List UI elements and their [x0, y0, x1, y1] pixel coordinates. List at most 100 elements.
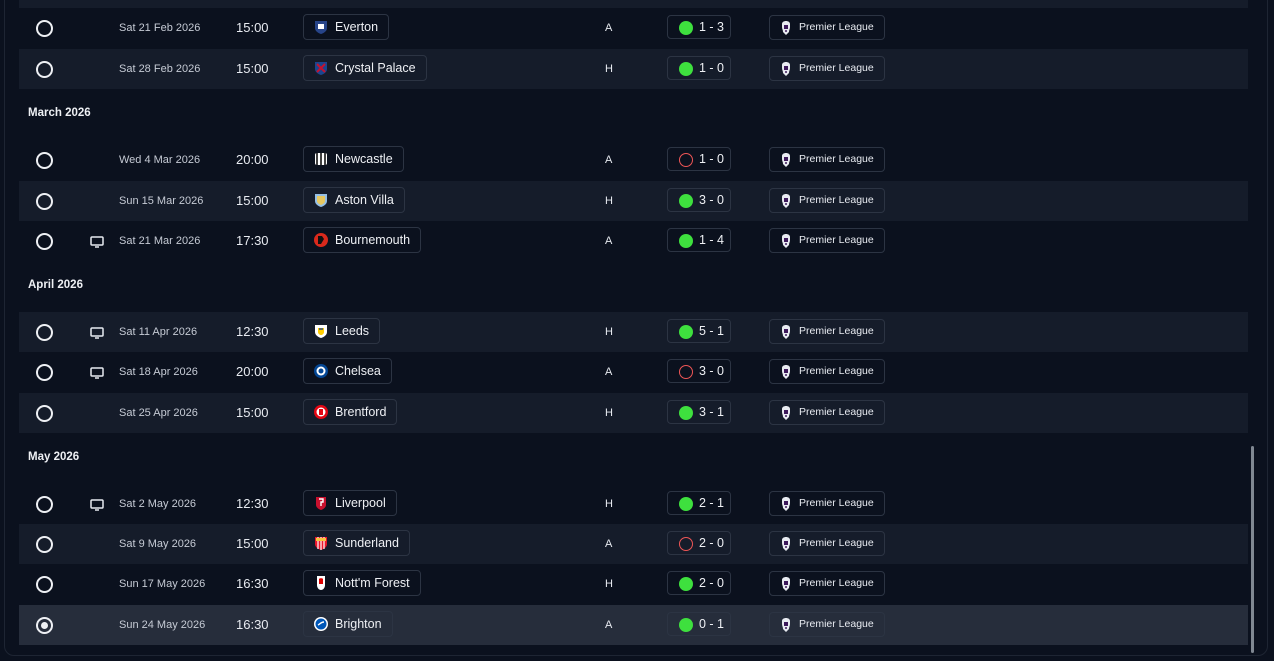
opponent-button[interactable]: Newcastle: [303, 146, 404, 172]
win-indicator-icon: [679, 62, 693, 76]
opponent-name: Bournemouth: [335, 233, 411, 247]
kickoff-time: 15:00: [236, 61, 269, 76]
opponent-button[interactable]: Brighton: [303, 611, 393, 637]
competition-button[interactable]: Premier League: [769, 56, 885, 81]
everton-crest-icon: [313, 19, 329, 35]
opponent-button[interactable]: Everton: [303, 14, 390, 40]
select-radio[interactable]: [36, 61, 53, 78]
fixture-date: Sat 18 Apr 2026: [119, 366, 198, 378]
opponent-button[interactable]: Crystal Palace: [303, 55, 427, 81]
score: 1 - 0: [699, 152, 725, 166]
tv-icon: [90, 235, 104, 248]
newcastle-crest-icon: [313, 151, 329, 167]
competition-button[interactable]: Premier League: [769, 400, 885, 425]
opponent-button[interactable]: Aston Villa: [303, 187, 405, 213]
opponent-button[interactable]: Nott'm Forest: [303, 570, 421, 596]
competition-button[interactable]: Premier League: [769, 491, 885, 516]
kickoff-time: 16:30: [236, 617, 269, 632]
score: 1 - 0: [699, 61, 725, 75]
result-button[interactable]: 2 - 0: [667, 571, 731, 595]
fixture-row[interactable]: Sat 25 Apr 2026 15:00 Brentford H 3 - 1 Premi…: [19, 393, 1248, 433]
fixture-row[interactable]: Sat 21 Feb 2026 15:00 Everton A 1 - 3 Premier…: [19, 8, 1248, 48]
competition-name: Premier League: [799, 21, 874, 33]
select-radio[interactable]: [36, 152, 53, 169]
result-button[interactable]: 0 - 1: [667, 612, 731, 636]
competition-button[interactable]: Premier League: [769, 571, 885, 596]
result-button[interactable]: 1 - 3: [667, 15, 731, 39]
result-button[interactable]: 5 - 1: [667, 319, 731, 343]
result-button[interactable]: 2 - 1: [667, 491, 731, 515]
fixture-date: Sat 9 May 2026: [119, 538, 197, 550]
select-radio[interactable]: [36, 233, 53, 250]
venue: H: [605, 407, 613, 419]
nottm-forest-crest-icon: [313, 575, 329, 591]
fixture-row[interactable]: Sun 17 May 2026 16:30 Nott'm Forest H 2 - 0 P…: [19, 564, 1248, 604]
opponent-button[interactable]: Liverpool: [303, 490, 397, 516]
kickoff-time: 12:30: [236, 496, 269, 511]
fixture-date: Sun 15 Mar 2026: [119, 195, 204, 207]
result-button[interactable]: 1 - 0: [667, 147, 731, 171]
win-indicator-icon: [679, 234, 693, 248]
opponent-button[interactable]: Brentford: [303, 399, 398, 425]
fixture-row[interactable]: Sat 11 Apr 2026 12:30 Leeds H 5 - 1 Premier L…: [19, 312, 1248, 352]
competition-name: Premier League: [799, 153, 874, 165]
brighton-crest-icon: [313, 616, 329, 632]
result-button[interactable]: 1 - 0: [667, 56, 731, 80]
fixture-row[interactable]: Sun 15 Mar 2026 15:00 Aston Villa H 3 - 0 Pre…: [19, 181, 1248, 221]
fixture-row[interactable]: Sat 21 Mar 2026 17:30 Bournemouth A 1 - 4 Pre…: [19, 221, 1248, 261]
opponent-button[interactable]: Bournemouth: [303, 227, 422, 253]
venue: H: [605, 63, 613, 75]
score: 0 - 1: [699, 617, 725, 631]
opponent-button[interactable]: Chelsea: [303, 358, 392, 384]
select-radio[interactable]: [36, 576, 53, 593]
select-radio[interactable]: [36, 405, 53, 422]
competition-name: Premier League: [799, 577, 874, 589]
opponent-name: Aston Villa: [335, 193, 394, 207]
fixture-row[interactable]: Sun 24 May 2026 16:30 Brighton A 0 - 1 Premie…: [19, 605, 1248, 645]
competition-name: Premier League: [799, 537, 874, 549]
competition-button[interactable]: Premier League: [769, 319, 885, 344]
select-radio[interactable]: [36, 364, 53, 381]
fixture-row[interactable]: Sat 18 Apr 2026 20:00 Chelsea A 3 - 0 Premier…: [19, 352, 1248, 392]
competition-button[interactable]: Premier League: [769, 612, 885, 637]
fixture-row[interactable]: Sat 2 May 2026 12:30 Liverpool H 2 - 1 Premie…: [19, 484, 1248, 524]
select-radio[interactable]: [36, 496, 53, 513]
result-button[interactable]: 3 - 0: [667, 359, 731, 383]
fixture-date: Sat 11 Apr 2026: [119, 326, 198, 338]
result-button[interactable]: 1 - 4: [667, 228, 731, 252]
competition-button[interactable]: Premier League: [769, 359, 885, 384]
competition-button[interactable]: Premier League: [769, 15, 885, 40]
select-radio[interactable]: [36, 20, 53, 37]
select-radio[interactable]: [36, 193, 53, 210]
result-button[interactable]: 2 - 0: [667, 531, 731, 555]
competition-button[interactable]: Premier League: [769, 228, 885, 253]
select-radio[interactable]: [36, 536, 53, 553]
fixture-date: Sat 28 Feb 2026: [119, 63, 201, 75]
select-radio[interactable]: [36, 617, 53, 634]
opponent-button[interactable]: Sunderland: [303, 530, 410, 556]
premier-league-icon: [779, 324, 793, 340]
select-radio[interactable]: [36, 324, 53, 341]
result-button[interactable]: 3 - 0: [667, 188, 731, 212]
loss-indicator-icon: [679, 537, 693, 551]
competition-button[interactable]: Premier League: [769, 147, 885, 172]
fixture-row[interactable]: Sat 28 Feb 2026 15:00 Crystal Palace H 1 - 0…: [19, 49, 1248, 89]
fixture-row[interactable]: Wed 4 Mar 2026 20:00 Newcastle A 1 - 0 Premie…: [19, 140, 1248, 180]
result-button[interactable]: 3 - 1: [667, 400, 731, 424]
opponent-name: Nott'm Forest: [335, 576, 410, 590]
opponent-button[interactable]: Leeds: [303, 318, 381, 344]
win-indicator-icon: [679, 618, 693, 632]
premier-league-icon: [779, 405, 793, 421]
competition-button[interactable]: Premier League: [769, 531, 885, 556]
competition-name: Premier League: [799, 365, 874, 377]
competition-button[interactable]: Premier League: [769, 188, 885, 213]
venue: A: [605, 538, 613, 550]
scrollbar[interactable]: [1251, 446, 1254, 653]
opponent-name: Chelsea: [335, 364, 381, 378]
fixture-date: Sat 25 Apr 2026: [119, 407, 198, 419]
venue: A: [605, 366, 613, 378]
fixture-row[interactable]: Sat 9 May 2026 15:00 Sunderland A 2 - 0 Premi…: [19, 524, 1248, 564]
opponent-name: Brighton: [335, 617, 382, 631]
competition-name: Premier League: [799, 194, 874, 206]
opponent-name: Brentford: [335, 405, 387, 419]
